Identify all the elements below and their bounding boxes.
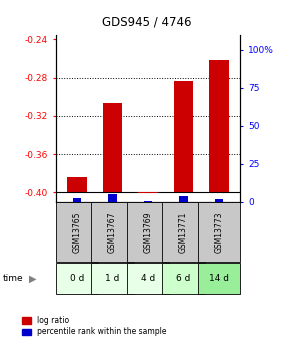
Bar [214,199,223,202]
Bar [179,196,188,202]
Bar [162,263,205,294]
Text: 14 d: 14 d [209,274,229,283]
Bar [91,203,134,262]
Bar [174,81,193,192]
Text: GSM13767: GSM13767 [108,211,117,253]
Text: GSM13773: GSM13773 [214,211,224,253]
Bar [138,192,158,193]
Text: 4 d: 4 d [141,274,155,283]
Bar [127,263,169,294]
Text: 0 d: 0 d [70,274,84,283]
Bar [91,263,134,294]
Text: 6 d: 6 d [176,274,191,283]
Text: GSM13771: GSM13771 [179,211,188,253]
Bar [162,203,205,262]
Bar [67,177,87,192]
Bar [56,203,98,262]
Bar [103,104,122,192]
Legend: log ratio, percentile rank within the sample: log ratio, percentile rank within the sa… [18,313,169,339]
Text: ▶: ▶ [29,274,37,284]
Bar [209,60,229,192]
Text: GSM13769: GSM13769 [144,211,152,253]
Text: GDS945 / 4746: GDS945 / 4746 [102,16,191,29]
Text: GSM13765: GSM13765 [72,211,81,253]
Text: time: time [3,274,23,283]
Bar [144,201,152,202]
Bar [198,203,240,262]
Bar [198,263,240,294]
Text: 1 d: 1 d [105,274,120,283]
Bar [73,198,81,202]
Bar [127,203,169,262]
Bar [108,194,117,202]
Bar [56,263,98,294]
